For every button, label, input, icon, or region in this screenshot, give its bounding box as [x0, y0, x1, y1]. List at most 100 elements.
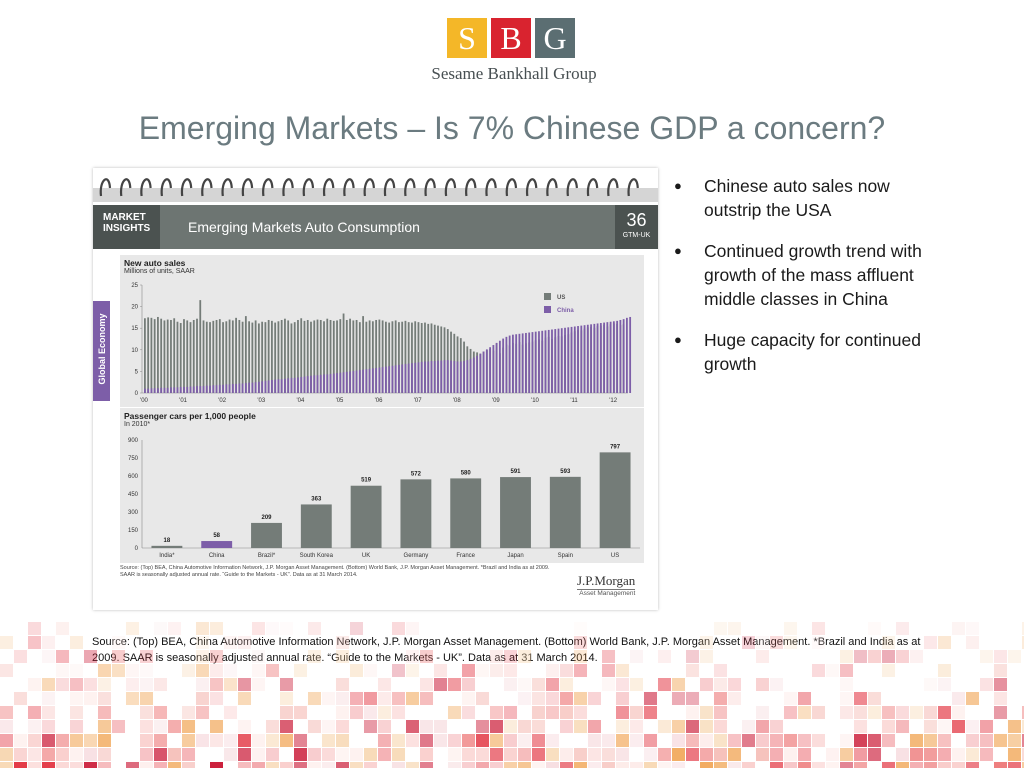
bar-us: [248, 321, 251, 393]
binding-ring: [525, 178, 538, 197]
pattern-tile: [672, 692, 685, 705]
pattern-tile: [798, 692, 811, 705]
bar-us: [222, 322, 224, 393]
pattern-tile: [728, 762, 741, 768]
bar-us: [297, 319, 299, 393]
bar-us: [323, 321, 325, 393]
pattern-tile: [42, 706, 55, 719]
legend-label: US: [557, 295, 565, 301]
pattern-tile: [966, 622, 979, 635]
binding-ring: [546, 178, 558, 197]
pattern-tile: [0, 762, 13, 768]
pattern-tile: [714, 720, 727, 733]
binding-ring: [201, 178, 213, 197]
bar-china: [398, 364, 400, 393]
bar-china: [482, 351, 485, 393]
binding-ring: [302, 178, 315, 197]
pattern-tile: [938, 636, 951, 649]
binding-ring: [160, 178, 172, 197]
pattern-tile: [686, 692, 699, 705]
bar-china: [231, 383, 234, 393]
pattern-tile: [266, 748, 279, 761]
bar-china: [215, 385, 218, 393]
bar-china: [554, 329, 557, 393]
pattern-tile: [756, 748, 769, 761]
pattern-tile: [882, 720, 895, 733]
pattern-tile: [392, 706, 405, 719]
pattern-tile: [658, 720, 671, 733]
pattern-tile: [420, 734, 433, 747]
bar-china: [443, 360, 446, 393]
pattern-tile: [364, 692, 377, 705]
bar-us: [316, 319, 319, 393]
bar-china: [355, 370, 358, 393]
pattern-tile: [420, 748, 433, 761]
pattern-tile: [756, 720, 769, 733]
pattern-tile: [756, 650, 769, 663]
pattern-tile: [602, 664, 615, 677]
bar-china: [183, 386, 185, 393]
pattern-tile: [238, 678, 251, 691]
pattern-tile: [196, 636, 209, 649]
pattern-tile: [238, 734, 251, 747]
pattern-tile: [42, 636, 55, 649]
binding-ring: [180, 178, 193, 197]
pattern-tile: [896, 762, 909, 768]
bar-china: [287, 378, 290, 393]
bar-us: [398, 322, 400, 393]
binding-strip: [93, 188, 658, 202]
pattern-tile: [630, 650, 643, 663]
pattern-tile: [252, 762, 265, 768]
pattern-tile: [994, 664, 1007, 677]
pattern-tile: [490, 734, 503, 747]
pattern-tile: [840, 734, 853, 747]
pattern-tile: [728, 748, 741, 761]
pattern-tile: [308, 720, 321, 733]
badge-line-2: INSIGHTS: [103, 223, 151, 234]
pattern-tile: [252, 650, 265, 663]
bar-china: [365, 369, 368, 393]
pattern-tile: [70, 762, 83, 768]
pattern-tile: [910, 650, 923, 663]
pattern-tile: [756, 636, 769, 649]
pattern-tile: [196, 734, 209, 747]
pattern-tile: [294, 706, 307, 719]
pattern-tile: [140, 706, 153, 719]
binding-ring: [444, 178, 457, 197]
pattern-tile: [140, 748, 153, 761]
bar-us: [303, 320, 306, 393]
bar-china: [235, 383, 237, 393]
pattern-tile: [336, 692, 349, 705]
bar-china: [508, 335, 511, 393]
bar-us: [287, 320, 290, 393]
bar-us: [345, 319, 348, 393]
pattern-tile: [518, 692, 531, 705]
bar-us: [254, 320, 257, 393]
pattern-tile: [924, 762, 937, 768]
pattern-tile: [532, 748, 545, 761]
pattern-tile: [504, 734, 517, 747]
pattern-tile: [728, 692, 741, 705]
bar: [251, 522, 282, 548]
pattern-tile: [98, 706, 111, 719]
bar-china: [170, 387, 172, 393]
bar-us: [371, 321, 374, 393]
pattern-tile: [420, 678, 433, 691]
bar-china: [489, 347, 492, 393]
pattern-tile: [140, 720, 153, 733]
bar-us: [215, 319, 218, 393]
pattern-tile: [266, 622, 279, 635]
bar-us: [420, 323, 423, 393]
bar-china: [437, 360, 439, 393]
pattern-tile: [616, 664, 629, 677]
bar-us: [209, 322, 211, 393]
pattern-tile: [210, 720, 223, 733]
y-tick-label: 20: [131, 305, 138, 311]
pattern-tile: [28, 678, 41, 691]
pattern-tile: [1008, 734, 1021, 747]
pattern-tile: [0, 720, 13, 733]
pattern-tile: [210, 664, 223, 677]
bar: [350, 485, 382, 548]
pattern-tile: [98, 734, 111, 747]
pattern-tile: [154, 622, 167, 635]
